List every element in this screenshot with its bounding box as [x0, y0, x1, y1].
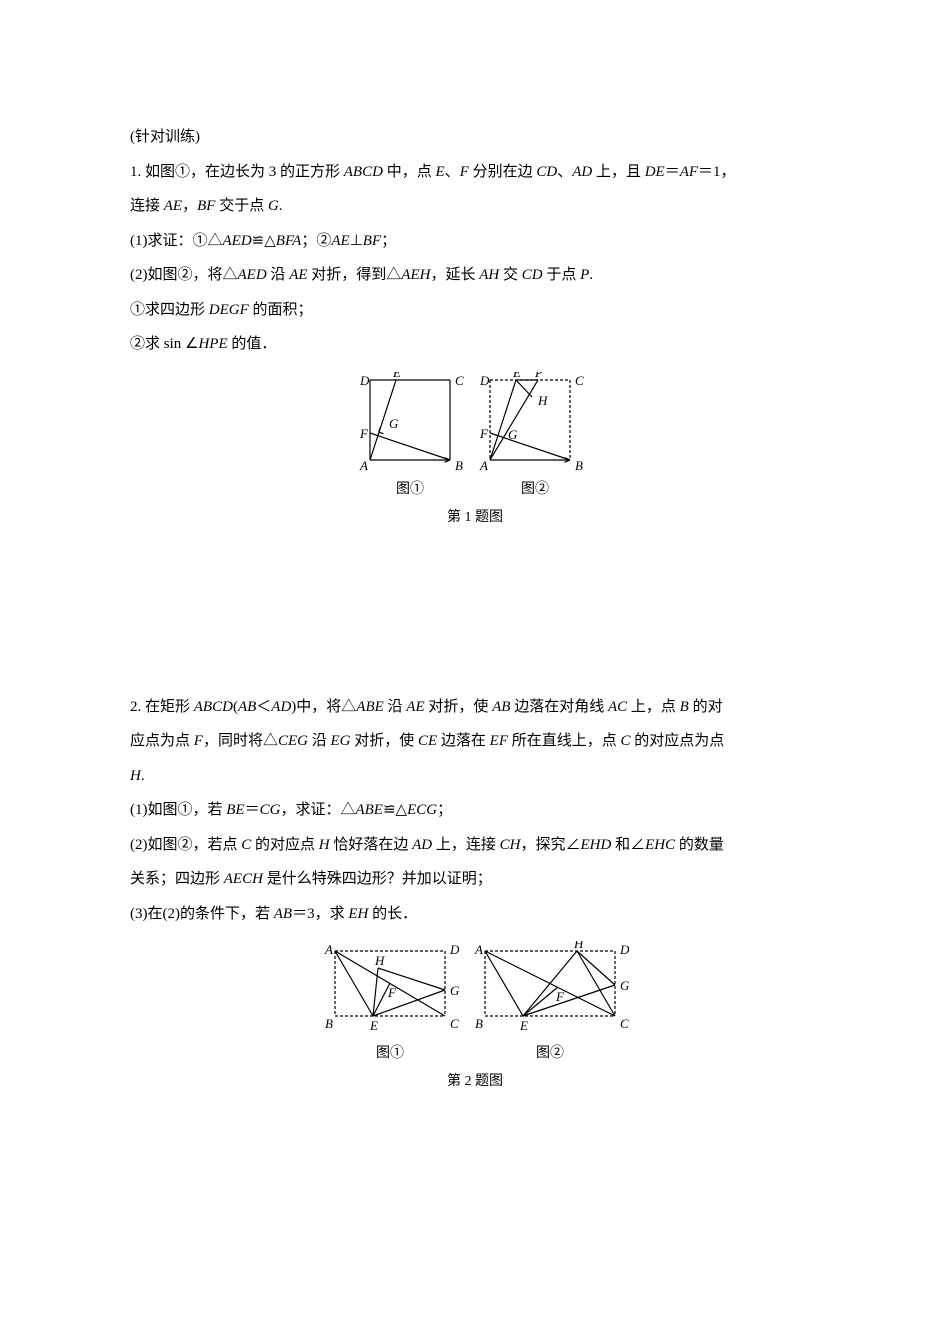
svg-text:B: B [475, 1016, 483, 1031]
p1-fig2-svg: D C A B E F G P H [475, 372, 595, 477]
spacer [130, 550, 820, 690]
p2-fig1-label: 图① [376, 1043, 404, 1064]
p2-figures: ADBCEGFH 图① ADBCEGFH 图② [130, 941, 820, 1064]
p1-fig1-box: D C A B E F G 图① [355, 372, 465, 500]
svg-text:F: F [359, 426, 369, 441]
p1-fig2-box: D C A B E F G P H 图② [475, 372, 595, 500]
svg-text:G: G [620, 978, 630, 993]
svg-text:F: F [555, 989, 565, 1004]
svg-text:E: E [519, 1018, 528, 1033]
svg-text:B: B [455, 458, 463, 473]
svg-text:B: B [325, 1016, 333, 1031]
p2-fig1-box: A D B C E G F H 图① [320, 941, 460, 1064]
p1-fig2-label: 图② [521, 479, 549, 500]
p2-fig1-svg: A D B C E G F H [320, 941, 460, 1041]
svg-text:C: C [450, 1016, 459, 1031]
p2-part1: (1)如图①，若 BE＝CG，求证：△ABE≌△ECG； [130, 793, 820, 828]
p2-fig2-label: 图② [536, 1043, 564, 1064]
svg-text:D: D [359, 373, 370, 388]
svg-text:F: F [387, 985, 397, 1000]
svg-text:P: P [534, 372, 543, 380]
p2-fig2-box: A D B C E G F H 图② [470, 941, 630, 1064]
svg-text:G: G [450, 983, 460, 998]
svg-text:G: G [389, 416, 399, 431]
svg-text:E: E [392, 372, 401, 380]
svg-text:A: A [359, 458, 368, 473]
svg-text:C: C [575, 373, 584, 388]
svg-text:E: E [369, 1018, 378, 1033]
p2-part2: (2)如图②，若点 C 的对应点 H 恰好落在边 AD 上，连接 CH，探究∠E… [130, 828, 820, 863]
svg-text:B: B [575, 458, 583, 473]
svg-text:C: C [620, 1016, 629, 1031]
p2-part2b: 关系；四边形 AECH 是什么特殊四边形？并加以证明； [130, 862, 820, 897]
p2-caption: 第 2 题图 [130, 1069, 820, 1094]
svg-text:G: G [508, 427, 518, 442]
svg-text:F: F [479, 426, 489, 441]
p1-fig1-label: 图① [396, 479, 424, 500]
p1-stem: 1. 如图①，在边长为 3 的正方形 ABCD 中，点 E、F 分别在边 CD、… [130, 155, 820, 190]
p1-caption: 第 1 题图 [130, 505, 820, 530]
svg-text:H: H [537, 393, 548, 408]
svg-text:D: D [479, 373, 490, 388]
p2-stem: 2. 在矩形 ABCD(AB＜AD)中，将△ABE 沿 AE 对折，使 AB 边… [130, 690, 820, 725]
p2-stem3: H. [130, 759, 820, 794]
section-title: (针对训练) [130, 120, 820, 155]
svg-text:E: E [512, 372, 521, 380]
svg-text:A: A [479, 458, 488, 473]
p1-part2a: ①求四边形 DEGF 的面积； [130, 293, 820, 328]
p2-part3: (3)在(2)的条件下，若 AB＝3，求 EH 的长． [130, 897, 820, 932]
p2-stem2: 应点为点 F，同时将△CEG 沿 EG 对折，使 CE 边落在 EF 所在直线上… [130, 724, 820, 759]
p1-figures: DCABEFG 图① DCABEFGPH 图② [130, 372, 820, 500]
svg-text:A: A [324, 942, 333, 957]
svg-text:C: C [455, 373, 464, 388]
p1-part2b: ②求 sin ∠HPE 的值． [130, 327, 820, 362]
svg-text:D: D [449, 942, 460, 957]
p1-fig1-svg: D C A B E F G [355, 372, 465, 477]
svg-text:H: H [374, 953, 385, 968]
svg-text:D: D [619, 942, 630, 957]
p1-part2: (2)如图②，将△AED 沿 AE 对折，得到△AEH，延长 AH 交 CD 于… [130, 258, 820, 293]
svg-text:A: A [474, 942, 483, 957]
svg-text:H: H [573, 941, 584, 951]
p1-part1: (1)求证：①△AED≌△BFA；②AE⊥BF； [130, 224, 820, 259]
p2-fig2-svg: A D B C E G F H [470, 941, 630, 1041]
p1-stem2: 连接 AE，BF 交于点 G. [130, 189, 820, 224]
